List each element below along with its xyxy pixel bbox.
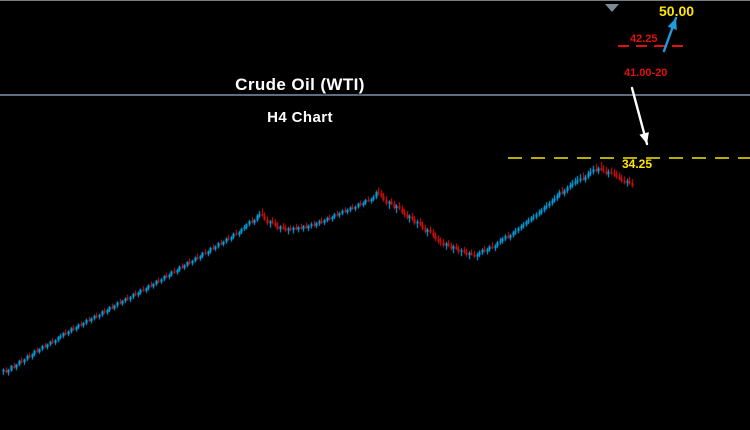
resistance-price-label: 42.25 (630, 33, 658, 45)
chart-timeframe-label: H4 Chart (267, 109, 333, 126)
current-price-label: 41.00-20 (624, 67, 668, 79)
page-title: Crude Oil (WTI) (235, 75, 365, 94)
target-price-label: 50.00 (659, 3, 695, 19)
support-price-label: 34.25 (622, 157, 653, 171)
